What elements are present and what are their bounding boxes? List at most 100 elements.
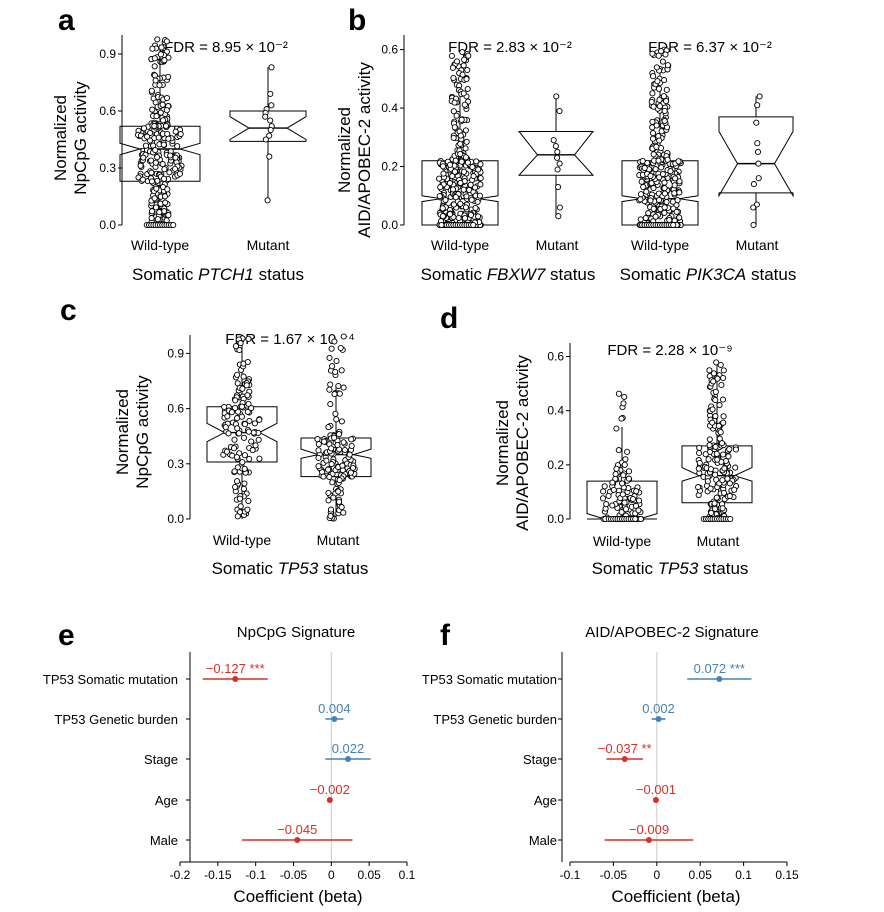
panel-b-cat-pik3ca-wildtype: Wild-type [631,237,690,253]
data-point [234,478,241,485]
data-point [248,438,255,445]
data-point [712,388,719,395]
data-point [554,154,561,161]
data-point [160,141,167,148]
data-point [715,422,722,429]
data-point [461,56,468,63]
notched-box [681,445,753,504]
data-point [325,466,332,473]
data-point [714,375,721,382]
data-point [252,442,259,449]
panel-a-cat-mutant: Mutant [247,237,290,253]
data-point [221,403,228,411]
data-point [333,416,340,423]
data-point [450,201,457,208]
x-tick-label: 0.05 [357,868,381,882]
data-point [720,374,727,382]
data-point [158,44,165,51]
data-point [245,400,252,407]
data-point [236,495,243,502]
data-point [667,168,674,175]
data-point [246,455,253,463]
data-point [655,157,662,164]
data-point [452,157,459,164]
data-point [251,420,258,427]
data-point [655,85,663,92]
y-tick-label: 0.6 [547,350,564,364]
y-tick-label: 0.0 [99,218,116,232]
data-point [232,397,239,404]
data-point [246,417,253,425]
panel-label-f: f [440,619,451,652]
x-tick-label: -0.1 [560,868,581,882]
data-point [330,494,337,501]
data-point [239,385,246,392]
data-point [315,454,322,461]
data-point [709,406,716,413]
data-point-zero [632,515,639,523]
data-point-zero [170,221,177,229]
data-point [647,197,654,204]
y-tick-label: 0.3 [167,457,184,471]
data-point [676,214,683,221]
estimate-label: −0.009 [629,822,669,837]
data-point [718,381,725,389]
data-point [600,488,607,495]
data-point [450,134,457,141]
data-point [656,174,663,181]
data-point [461,215,469,222]
data-point [661,107,668,115]
y-tick-label: 0.2 [547,458,564,472]
data-point [464,85,471,93]
data-point [140,125,148,132]
panel-b-cat-fbxw7-mutant: Mutant [536,237,579,253]
data-point [149,106,156,113]
data-point [661,117,668,125]
data-point [151,195,158,202]
data-point [650,73,657,80]
data-point [467,181,474,188]
data-point [151,122,158,130]
data-point [461,101,468,108]
panel-a-plot: 0.0 0.3 0.6 0.9 [99,35,307,232]
data-point [720,419,727,426]
data-point [622,456,629,463]
panel-f-plot: -0.1 -0.05 0 0.05 0.1 0.15 TP53 Somatic mutati… [422,652,799,882]
y-tick-label: 0.0 [547,512,564,526]
data-point [465,52,472,59]
data-point [661,190,668,197]
data-point [662,51,669,58]
panel-label-b: b [348,4,366,37]
data-point [340,509,347,516]
data-point [659,58,666,65]
panel-d-xlabel: Somatic TP53 status [592,559,749,578]
data-point [553,93,560,100]
data-point [161,193,168,200]
panel-d-plot: 0.0 0.2 0.4 0.6 [547,343,753,526]
data-point [452,194,459,201]
data-point [439,205,446,212]
data-point [754,102,761,109]
row-label: Male [529,833,557,848]
data-point [346,451,353,458]
data-point [656,103,663,110]
data-point [731,486,738,493]
data-point [156,209,163,216]
data-point [656,137,663,144]
data-point [720,413,727,420]
data-point [159,101,166,108]
data-point [642,214,649,222]
data-point [650,185,657,192]
data-point-zero [470,221,477,229]
data-point-zero [727,515,734,523]
panel-d-ylabel-line1: Normalized [493,400,512,486]
data-point [663,98,670,105]
data-point [612,470,619,478]
data-point [228,409,235,416]
data-point [671,190,678,197]
data-point [717,429,724,436]
panel-e-plot: -0.2 -0.15 -0.1 -0.05 0 0.05 0.1 TP53 Somatic m… [43,652,416,882]
data-point [615,390,622,397]
data-point [550,137,557,144]
data-point [329,479,336,486]
